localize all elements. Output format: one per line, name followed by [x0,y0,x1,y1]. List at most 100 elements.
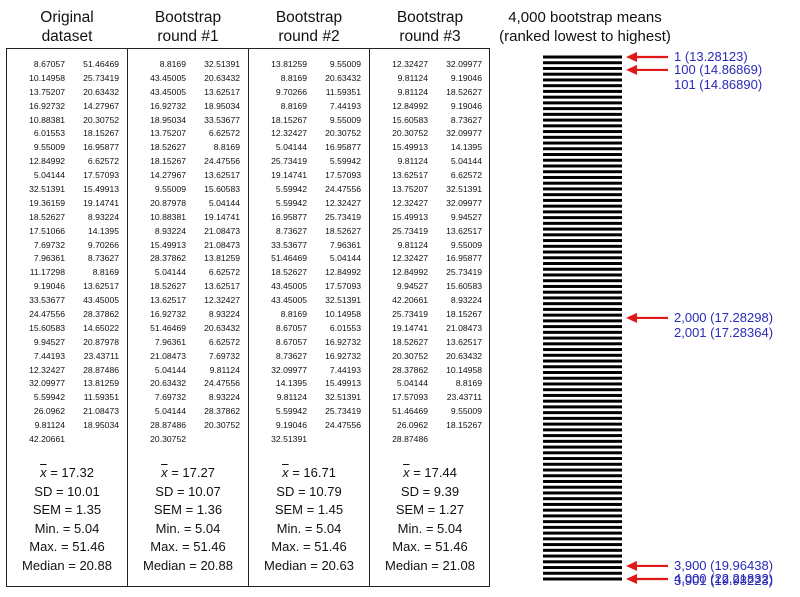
table-row: 28.37862 13.81259 [128,252,248,266]
min-stat: Min. = 5.04 [397,520,463,536]
bootstrap-mean-bar [543,359,622,363]
value-cell: 28.37862 [83,309,119,320]
table-row: 16.95877 25.73419 [249,211,369,225]
value-cell: 12.32427 [29,364,65,375]
table-row: 12.32427 28.87486 [7,364,127,378]
median-stat: Median = 20.63 [264,557,354,573]
mean-stat: x = 16.71 [282,465,336,480]
table-row: 32.51391 [249,433,369,447]
value-cell: 10.14958 [446,364,482,375]
table-row: 8.67057 51.46469 [7,58,127,72]
value-cell: 20.63432 [204,322,240,333]
table-row: 8.67057 6.01553 [249,322,369,336]
table-row: 9.19046 13.62517 [7,280,127,294]
value-cell: 9.19046 [33,281,65,292]
table-row: 51.46469 5.04144 [249,252,369,266]
value-cell: 6.01553 [33,128,65,139]
median-stat: Median = 20.88 [22,557,112,573]
bootstrap-mean-bar [543,66,622,70]
bootstrap-mean-bar [543,313,622,317]
table-row: 5.04144 6.62572 [128,266,248,280]
value-cell: 9.81124 [34,420,65,431]
bootstrap-mean-bar [543,491,622,495]
table-row: 14.1395 15.49913 [249,377,369,391]
value-cell: 28.37862 [392,364,428,375]
bootstrap-mean-bar [543,181,622,185]
value-cell: 15.49913 [392,211,428,222]
bootstrap-mean-bar [543,376,622,380]
value-cell: 13.62517 [204,86,240,97]
bootstrap-mean-bar [543,302,622,306]
table-row: 9.81124 9.55009 [370,239,490,253]
value-cell: 14.1395 [87,225,119,236]
table-row: 13.81259 9.55009 [249,58,369,72]
table-row: 9.81124 18.95034 [7,419,127,433]
value-cell: 19.14741 [271,170,307,181]
rank-arrow [626,574,668,584]
bootstrap-mean-bar [543,393,622,397]
value-cell: 12.32427 [271,128,307,139]
value-cell: 9.55009 [33,142,65,153]
value-cell: 18.15267 [150,156,186,167]
value-cell: 9.19046 [450,100,482,111]
table-row: 12.84992 9.19046 [370,100,490,114]
rank-arrow [626,560,668,571]
value-cell: 12.84992 [29,156,65,167]
value-cell: 18.52627 [150,142,186,153]
title-line: 4,000 bootstrap means [508,9,662,26]
table-row: 13.75207 20.63432 [7,86,127,100]
value-cell: 18.52627 [150,281,186,292]
table-row: 8.8169 20.63432 [249,72,369,86]
value-cell: 10.14958 [29,72,65,83]
value-cell: 5.59942 [275,184,307,195]
bootstrap-mean-bar [543,296,622,300]
table-row: 20.30752 20.63432 [370,350,490,364]
value-cell: 6.62572 [208,267,240,278]
value-cell: 42.20661 [392,295,428,306]
value-cell: 15.60583 [204,184,240,195]
bootstrap-mean-bar [543,55,622,59]
table-row: 5.59942 11.59351 [7,391,127,405]
data-table: 8.67057 51.46469 10.14958 25.73419 13.75207 2… [6,48,490,587]
table-row: 26.0962 21.08473 [7,405,127,419]
header-line: round #2 [278,28,340,45]
value-cell: 20.63432 [83,86,119,97]
value-cell: 18.52627 [325,225,361,236]
table-row: 28.87486 [370,433,490,447]
value-cell: 6.62572 [208,128,240,139]
value-cell: 19.14741 [83,197,119,208]
value-cell: 32.09977 [446,128,482,139]
value-cell: 13.81259 [271,59,307,69]
bootstrap-mean-bar [543,158,622,162]
header-line: Bootstrap [154,9,222,26]
value-cell: 14.1395 [275,378,307,389]
table-row: 5.59942 25.73419 [249,405,369,419]
table-row: 18.15267 9.55009 [249,114,369,128]
value-cell: 25.73419 [325,211,361,222]
bootstrap-mean-bar [543,118,622,122]
value-cell: 11.59351 [325,86,361,97]
value-cell: 8.8169 [92,267,119,278]
min-stat: Min. = 5.04 [34,520,100,536]
table-row: 20.87978 5.04144 [128,197,248,211]
value-cell: 25.73419 [392,225,428,236]
arrow-head [626,574,637,584]
value-cell: 17.57093 [83,170,119,181]
table-row: 15.49913 21.08473 [128,239,248,253]
bootstrap-mean-bar [543,204,622,208]
table-row: 6.01553 18.15267 [7,127,127,141]
value-cell: 9.81124 [276,392,307,403]
bootstrap-mean-bar [543,244,622,248]
bootstrap-mean-bar [543,399,622,403]
bootstrap-mean-bar [543,290,622,294]
bootstrap-mean-bar [543,336,622,340]
value-cell: 18.95034 [83,420,119,431]
value-cell: 26.0962 [33,406,65,417]
round-2-stats: x = 16.71 SD = 10.79 SEM = 1.45 Min. = 5… [249,464,369,576]
min-stat: Min. = 5.04 [155,520,221,536]
bootstrap-mean-bar [543,348,622,352]
value-cell: 32.51391 [325,392,361,403]
value-cell: 12.84992 [392,267,428,278]
min-stat: Min. = 5.04 [276,520,342,536]
bootstrap-mean-bar [543,198,622,202]
